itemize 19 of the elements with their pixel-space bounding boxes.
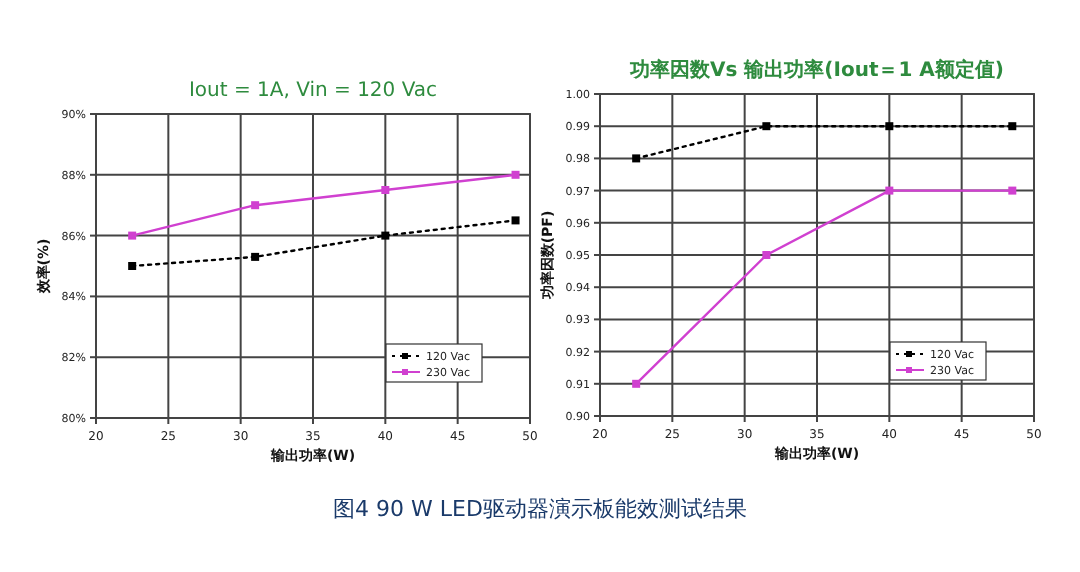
point <box>762 251 771 259</box>
chart-title: Iout = 1A, Vin = 120 Vac <box>188 80 438 102</box>
point <box>128 231 137 240</box>
point <box>128 262 137 270</box>
chart-title: 功率因数Vs 输出功率(Iout＝1 A额定值) <box>628 58 1004 82</box>
caption: 图4 90 W LED驱动器演示板能效测试结果 <box>333 496 747 522</box>
point <box>381 231 390 240</box>
point <box>885 122 894 131</box>
point <box>1008 186 1017 195</box>
point <box>251 252 260 261</box>
point <box>251 201 260 210</box>
point <box>381 186 390 194</box>
point <box>1008 122 1017 131</box>
point <box>632 154 641 163</box>
point <box>632 379 641 388</box>
point <box>885 186 894 195</box>
point <box>511 170 520 179</box>
point <box>511 216 520 225</box>
point <box>762 122 771 131</box>
